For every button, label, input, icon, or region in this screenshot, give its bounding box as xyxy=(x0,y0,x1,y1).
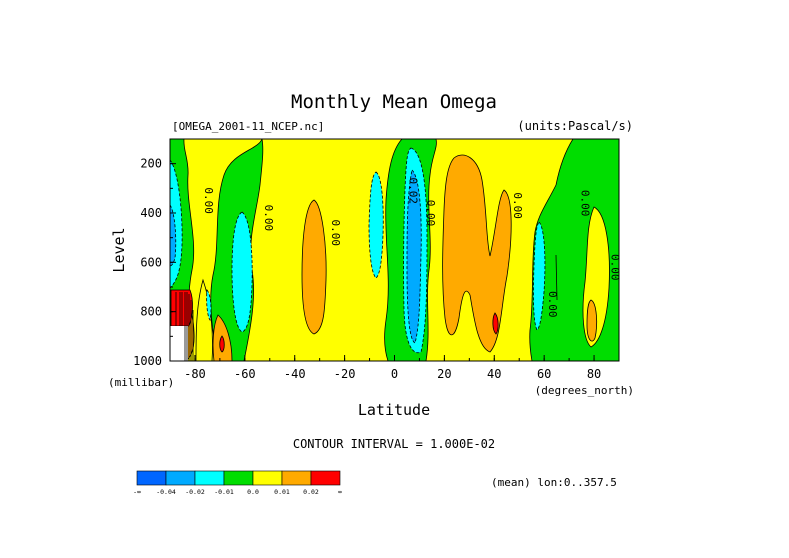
x-axis-units: (degrees_north) xyxy=(535,384,634,397)
colorbar-label: 0.02 xyxy=(303,488,319,496)
dataset-label: [OMEGA_2001-11_NCEP.nc] xyxy=(172,120,324,133)
colorbar-swatch xyxy=(165,470,196,486)
contour-interval: CONTOUR INTERVAL = 1.000E-02 xyxy=(293,437,495,451)
contour-label: 0.02 xyxy=(406,178,419,205)
region-blue-itcz xyxy=(406,169,422,344)
x-tick-label: 80 xyxy=(587,367,601,381)
y-tick-label: 200 xyxy=(140,157,162,171)
region-orange-arctic xyxy=(586,299,598,342)
y-tick-label: 800 xyxy=(140,305,162,319)
units-label: (units:Pascal/s) xyxy=(517,119,633,133)
contour-labels: 0.00 0.00 0.00 0.02 0.00 0.00 0.00 0.00 0.00 xyxy=(202,178,622,318)
x-tick-label: 20 xyxy=(437,367,451,381)
x-tick-label: -20 xyxy=(334,367,356,381)
y-tick-label: 400 xyxy=(140,206,162,220)
region-missing-data xyxy=(170,326,188,361)
dense-contour-lines xyxy=(175,292,194,361)
y-axis-units: (millibar) xyxy=(108,376,174,389)
region-cyan-northern xyxy=(533,221,546,331)
x-tick-label: 60 xyxy=(537,367,551,381)
x-tick-label: -80 xyxy=(184,367,206,381)
colorbar-label: -∞ xyxy=(133,488,141,496)
averaging-note: (mean) lon:0..357.5 xyxy=(491,476,617,489)
region-orange-southern-subtropics xyxy=(301,199,327,335)
contour-label: 0.00 xyxy=(546,291,559,318)
contour-label: 0.00 xyxy=(511,192,524,219)
contour-label: 0.00 xyxy=(579,190,592,217)
y-axis: 200 400 600 800 1000 xyxy=(133,138,176,368)
x-axis: -80 -60 -40 -20 0 20 40 60 80 xyxy=(169,355,620,381)
colorbar-swatch xyxy=(310,470,341,486)
colorbar-label: -0.04 xyxy=(156,488,176,496)
contour-label: 0.00 xyxy=(202,187,215,214)
region-cyan-southern-tropics xyxy=(368,171,384,279)
y-axis-title: Level xyxy=(110,227,128,272)
colorbar-label: 0.01 xyxy=(274,488,290,496)
x-tick-label: 0 xyxy=(391,367,398,381)
contour-label: 0.00 xyxy=(262,205,275,232)
y-tick-label: 600 xyxy=(140,255,162,269)
region-red-southern xyxy=(219,335,225,353)
region-blue-antarctic xyxy=(170,204,177,267)
contour-label: 0.00 xyxy=(609,254,622,281)
contour-label: 0.00 xyxy=(424,200,437,227)
x-tick-label: -60 xyxy=(234,367,256,381)
colorbar-label: -0.02 xyxy=(185,488,205,496)
chart-title: Monthly Mean Omega xyxy=(291,91,497,113)
contour-line-northern-subtropics xyxy=(555,254,558,301)
colorbar-swatch xyxy=(194,470,225,486)
y-tick-label: 1000 xyxy=(133,354,162,368)
colorbar-label: ∞ xyxy=(338,488,342,496)
colorbar-label: 0.0 xyxy=(247,488,259,496)
x-tick-label: 40 xyxy=(487,367,501,381)
colorbar-label: -0.01 xyxy=(214,488,234,496)
region-cyan-southern-midlat xyxy=(231,211,253,333)
colorbar: -∞ -0.04 -0.02 -0.01 0.0 0.01 0.02 ∞ xyxy=(133,470,342,496)
contour-field xyxy=(170,139,619,361)
region-red-northern xyxy=(492,312,499,335)
colorbar-swatch xyxy=(281,470,312,486)
colorbar-swatch xyxy=(252,470,283,486)
colorbar-swatch xyxy=(223,470,254,486)
region-cyan-polar-sliver xyxy=(206,288,212,321)
contour-label: 0.00 xyxy=(329,219,342,246)
colorbar-swatch xyxy=(136,470,167,486)
region-orange-northern-main xyxy=(442,154,512,353)
x-tick-label: -40 xyxy=(284,367,306,381)
x-axis-title: Latitude xyxy=(358,401,430,419)
